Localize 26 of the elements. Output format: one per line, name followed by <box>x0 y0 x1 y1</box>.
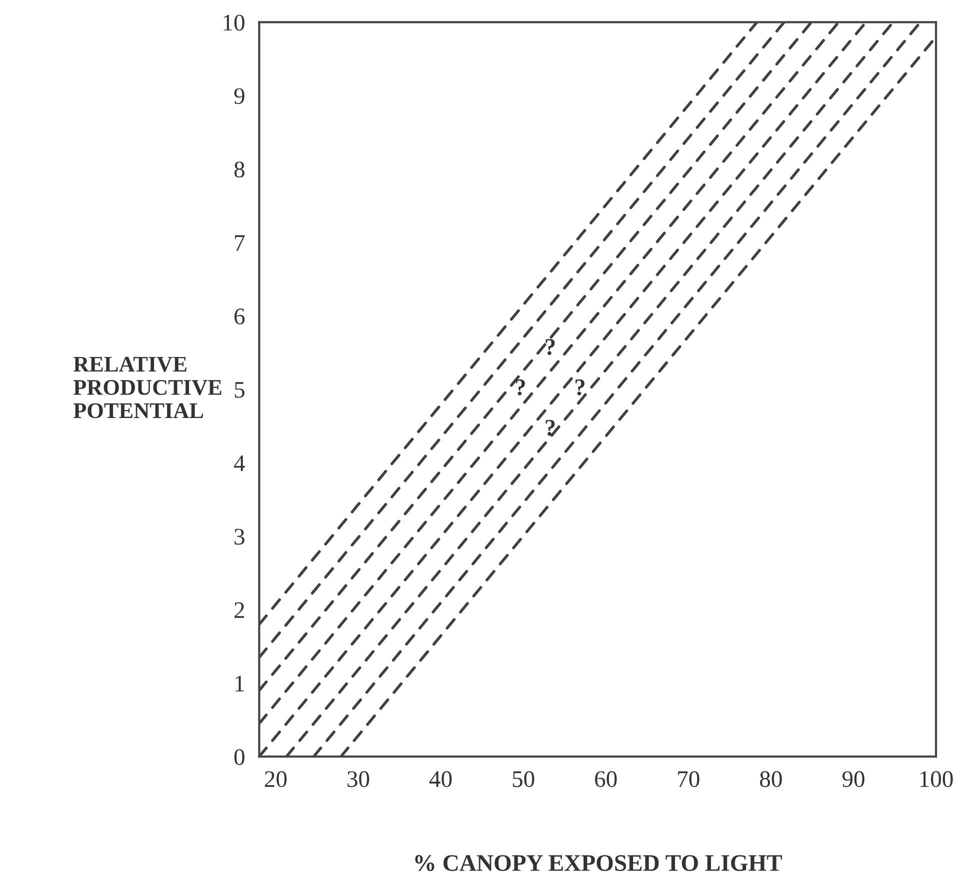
y-axis-title: RELATIVE PRODUCTIVE POTENTIAL <box>73 356 222 418</box>
y-tick-label: 8 <box>234 162 244 178</box>
x-tick-label: 80 <box>760 771 782 788</box>
y-tick-label: 1 <box>236 676 244 692</box>
x-tick-label: 70 <box>678 771 700 788</box>
x-tick-label: 60 <box>595 771 617 788</box>
y-tick-label: 5 <box>234 382 244 398</box>
annotation: ? <box>546 420 555 436</box>
x-tick-label: 50 <box>512 771 534 788</box>
x-tick-label: 90 <box>842 771 864 788</box>
y-tick-label: 6 <box>234 308 245 324</box>
annotation: ? <box>576 379 584 396</box>
y-tick-label: 10 <box>224 14 244 31</box>
y-tick-label: 3 <box>234 528 244 545</box>
x-tick-label: 20 <box>264 771 287 788</box>
x-tick-label: 30 <box>348 771 370 788</box>
y-tick-label: 7 <box>235 235 245 251</box>
x-tick-label: 100 <box>920 771 953 788</box>
x-axis-title: % CANOPY EXPOSED TO LIGHT <box>415 855 782 872</box>
annotation: ? <box>516 379 525 396</box>
annotation: ? <box>546 339 555 356</box>
x-tick-label: 40 <box>429 771 452 788</box>
y-tick-label: 0 <box>234 749 244 765</box>
y-tick-label: 9 <box>234 88 244 104</box>
y-tick-label: 2 <box>234 602 244 618</box>
y-tick-label: 4 <box>234 455 245 472</box>
